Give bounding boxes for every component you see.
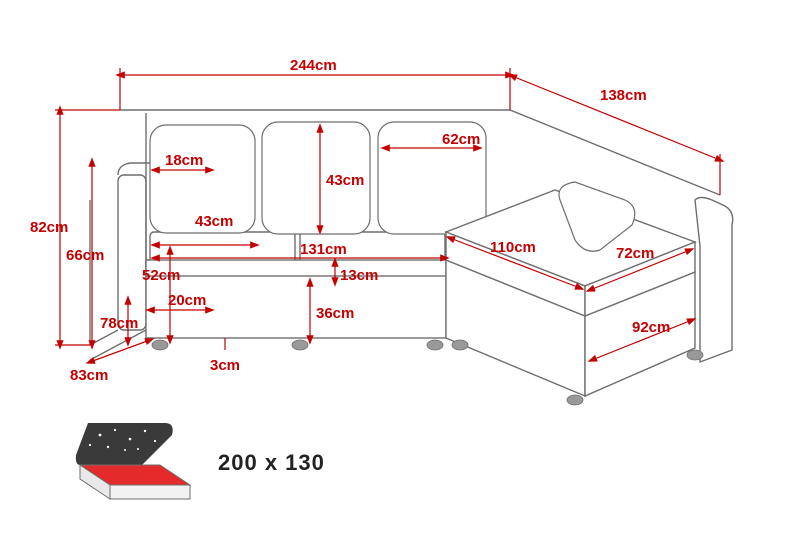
dim-72: 72cm bbox=[616, 245, 654, 262]
dim-18: 18cm bbox=[165, 152, 203, 169]
bed-icon bbox=[70, 415, 200, 510]
dim-left-66: 66cm bbox=[66, 247, 104, 264]
bed-size-panel: 200 x 130 bbox=[70, 415, 325, 510]
bed-size-label: 200 x 130 bbox=[218, 450, 325, 476]
dim-110: 110cm bbox=[490, 239, 536, 256]
sofa-dimension-diagram: 244cm 138cm 82cm 66cm 18cm 43cm 52cm 20c… bbox=[0, 0, 800, 410]
dim-top-chaise: 138cm bbox=[600, 87, 647, 104]
dim-left-total: 82cm bbox=[30, 219, 68, 236]
dim-83: 83cm bbox=[70, 367, 108, 384]
dim-20: 20cm bbox=[168, 292, 206, 309]
dim-3: 3cm bbox=[210, 357, 240, 374]
dim-62: 62cm bbox=[442, 131, 480, 148]
dim-52: 52cm bbox=[142, 267, 180, 284]
dim-top-main: 244cm bbox=[290, 57, 337, 74]
dim-36: 36cm bbox=[316, 305, 354, 322]
dim-13: 13cm bbox=[340, 267, 378, 284]
dim-78: 78cm bbox=[100, 315, 138, 332]
dim-43h: 43cm bbox=[326, 172, 364, 189]
dim-43d: 43cm bbox=[195, 213, 233, 230]
dim-92: 92cm bbox=[632, 319, 670, 336]
dim-131: 131cm bbox=[300, 241, 347, 258]
